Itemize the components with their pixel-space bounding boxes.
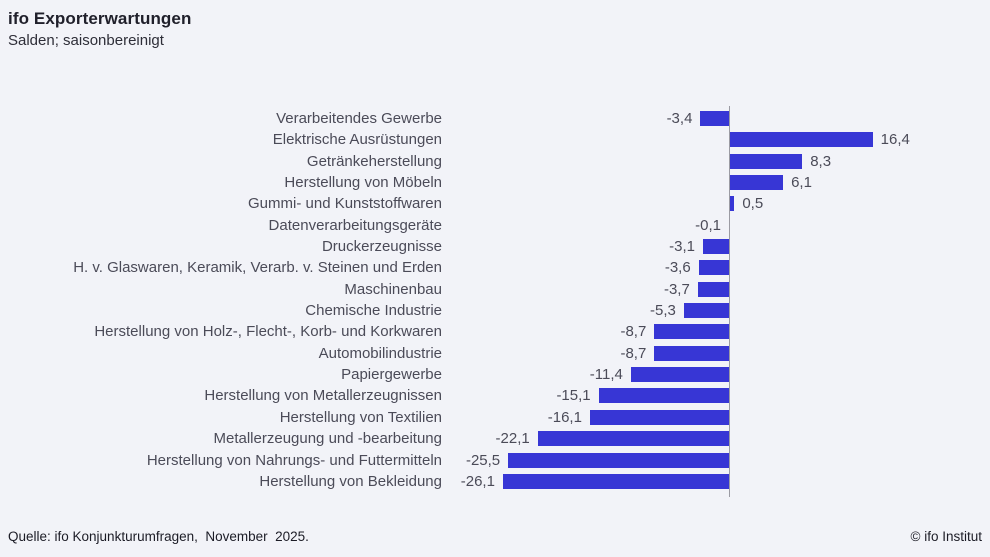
chart-row: Herstellung von Nahrungs- und Futtermitt… bbox=[0, 450, 990, 471]
source-note: Quelle: ifo Konjunkturumfragen, November… bbox=[8, 529, 309, 544]
chart-row: H. v. Glaswaren, Keramik, Verarb. v. Ste… bbox=[0, 257, 990, 278]
chart-row: Gummi- und Kunststoffwaren 0,5 bbox=[0, 193, 990, 214]
bar bbox=[703, 239, 730, 255]
chart-row: Herstellung von Holz-, Flecht-, Korb- un… bbox=[0, 321, 990, 342]
bar bbox=[630, 367, 730, 383]
category-label: Herstellung von Bekleidung bbox=[259, 472, 442, 490]
chart-row: Herstellung von Möbeln 6,1 bbox=[0, 172, 990, 193]
chart-row: Herstellung von Metallerzeugnissen -15,1 bbox=[0, 385, 990, 406]
chart-row: Herstellung von Textilien -16,1 bbox=[0, 407, 990, 428]
category-label: Herstellung von Nahrungs- und Futtermitt… bbox=[146, 451, 442, 469]
category-label: Getränkeherstellung bbox=[306, 152, 442, 170]
category-label: Automobilindustrie bbox=[318, 344, 442, 362]
value-label: -26,1 bbox=[460, 472, 495, 490]
value-label: -8,7 bbox=[620, 323, 647, 341]
chart-row: Herstellung von Bekleidung -26,1 bbox=[0, 471, 990, 492]
value-label: -8,7 bbox=[620, 344, 647, 362]
bar bbox=[508, 452, 730, 468]
chart: Verarbeitendes Gewerbe -3,4 Elektrische Au… bbox=[0, 108, 990, 493]
category-label: Herstellung von Textilien bbox=[279, 408, 442, 426]
bar bbox=[598, 388, 730, 404]
category-label: Metallerzeugung und -bearbeitung bbox=[213, 430, 443, 448]
category-label: Herstellung von Möbeln bbox=[284, 174, 442, 192]
bar bbox=[698, 260, 730, 276]
category-label: Herstellung von Holz-, Flecht-, Korb- un… bbox=[94, 323, 442, 341]
value-label: -15,1 bbox=[556, 387, 591, 405]
bar bbox=[697, 281, 730, 297]
category-label: Verarbeitendes Gewerbe bbox=[276, 110, 442, 127]
value-label: -0,1 bbox=[695, 216, 721, 234]
category-label: Maschinenbau bbox=[344, 280, 442, 298]
bar bbox=[502, 473, 730, 489]
category-label: Druckerzeugnisse bbox=[321, 238, 442, 256]
zero-axis-line bbox=[729, 106, 730, 497]
value-label: 8,3 bbox=[810, 152, 832, 170]
bar bbox=[730, 196, 735, 212]
value-label: -3,7 bbox=[663, 280, 690, 298]
value-label: -3,4 bbox=[666, 110, 693, 127]
value-label: -5,3 bbox=[650, 302, 676, 320]
category-label: Papiergewerbe bbox=[341, 366, 442, 384]
value-label: -11,4 bbox=[589, 366, 623, 384]
copyright-note: © ifo Institut bbox=[910, 529, 982, 544]
category-label: Chemische Industrie bbox=[305, 302, 442, 320]
chart-row: Chemische Industrie -5,3 bbox=[0, 300, 990, 321]
chart-row: Automobilindustrie -8,7 bbox=[0, 343, 990, 364]
chart-row: Elektrische Ausrüstungen 16,4 bbox=[0, 129, 990, 150]
chart-row: Maschinenbau -3,7 bbox=[0, 279, 990, 300]
value-label: -3,1 bbox=[669, 238, 696, 256]
bar bbox=[730, 153, 803, 169]
value-label: -25,5 bbox=[465, 451, 501, 469]
page-title: ifo Exporterwartungen bbox=[8, 9, 192, 28]
bar bbox=[537, 431, 730, 447]
bar bbox=[654, 324, 730, 340]
category-label: Elektrische Ausrüstungen bbox=[272, 131, 442, 149]
category-label: Herstellung von Metallerzeugnissen bbox=[204, 387, 442, 405]
value-label: 16,4 bbox=[880, 131, 910, 149]
value-label: 6,1 bbox=[791, 174, 812, 192]
chart-row: Druckerzeugnisse -3,1 bbox=[0, 236, 990, 257]
bar bbox=[730, 132, 873, 148]
value-label: 0,5 bbox=[742, 195, 764, 213]
bar bbox=[730, 175, 784, 191]
value-label: -22,1 bbox=[495, 430, 530, 448]
value-label: -3,6 bbox=[664, 259, 691, 277]
category-label: Gummi- und Kunststoffwaren bbox=[248, 195, 442, 213]
bar bbox=[683, 303, 730, 319]
chart-row: Getränkeherstellung 8,3 bbox=[0, 151, 990, 172]
bar bbox=[700, 111, 730, 126]
chart-row: Papiergewerbe -11,4 bbox=[0, 364, 990, 385]
chart-row: Verarbeitendes Gewerbe -3,4 bbox=[0, 108, 990, 129]
page-subtitle: Salden; saisonbereinigt bbox=[8, 32, 164, 49]
bar bbox=[654, 345, 730, 361]
category-label: Datenverarbeitungsgeräte bbox=[268, 216, 442, 234]
category-label: H. v. Glaswaren, Keramik, Verarb. v. Ste… bbox=[73, 259, 442, 277]
chart-row: Metallerzeugung und -bearbeitung -22,1 bbox=[0, 428, 990, 449]
chart-row: Datenverarbeitungsgeräte -0,1 bbox=[0, 215, 990, 236]
bar bbox=[589, 409, 730, 425]
value-label: -16,1 bbox=[547, 408, 582, 426]
